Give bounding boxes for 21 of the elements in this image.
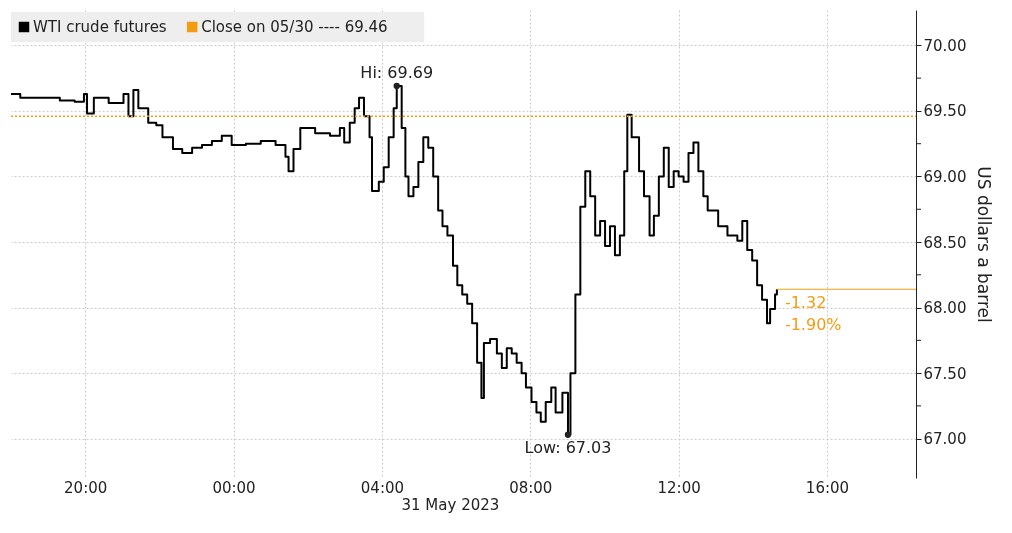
x-axis-title: 31 May 2023 xyxy=(401,495,500,514)
y-tick-label: 67.50 xyxy=(923,364,967,383)
y-tick-label: 69.00 xyxy=(923,167,967,186)
annotation: -1.32 xyxy=(784,293,827,313)
annotation: -1.90% xyxy=(784,315,842,335)
legend-label: Close on 05/30 ---- 69.46 xyxy=(201,18,388,36)
x-tick-label: 04:00 xyxy=(360,478,405,497)
y-tick-label: 68.50 xyxy=(923,233,967,252)
y-tick-label: 69.50 xyxy=(923,102,967,121)
y-axis-title: US dollars a barrel xyxy=(974,166,995,323)
x-tick-label: 16:00 xyxy=(805,478,850,497)
x-tick-label: 20:00 xyxy=(64,478,108,497)
x-tick-label: 08:00 xyxy=(509,478,553,497)
legend-label: WTI crude futures xyxy=(33,18,167,36)
y-tick-label: 70.00 xyxy=(923,36,967,55)
y-tick-label: 68.00 xyxy=(923,299,967,318)
annotation: Low: 67.03 xyxy=(524,437,612,457)
annotation: Hi: 69.69 xyxy=(360,63,434,83)
x-tick-label: 12:00 xyxy=(657,478,701,497)
x-tick-label: 00:00 xyxy=(212,478,256,497)
y-tick-label: 67.00 xyxy=(923,430,967,449)
